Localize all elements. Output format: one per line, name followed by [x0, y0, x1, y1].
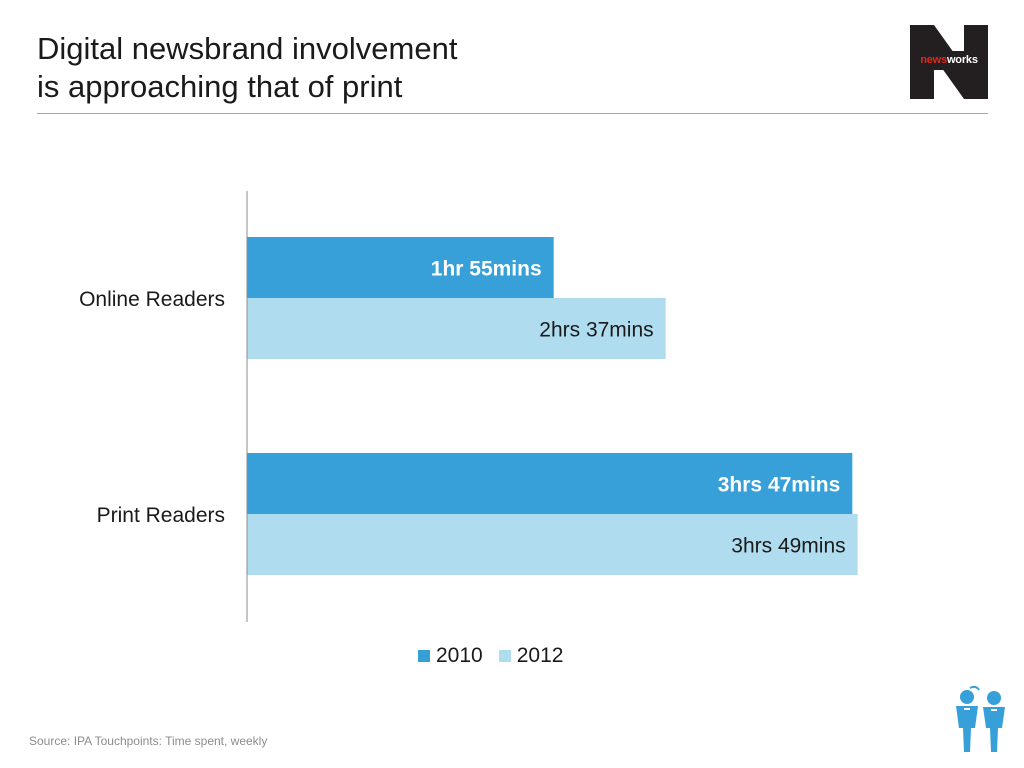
data-label-print-readers-2012: 3hrs 49mins — [731, 535, 845, 558]
logo-wordmark-news: news — [920, 54, 947, 66]
newsworks-logo: newsworks — [910, 25, 988, 99]
data-label-print-readers-2010: 3hrs 47mins — [718, 474, 841, 497]
category-label-print-readers: Print Readers — [97, 504, 225, 527]
category-label-online-readers: Online Readers — [79, 288, 225, 311]
legend-item-2012: 2012 — [498, 644, 564, 668]
title-divider — [37, 113, 988, 114]
logo-wordmark-works: works — [946, 54, 978, 66]
title-line-2: is approaching that of print — [37, 69, 403, 104]
newsworks-n-logo-icon — [910, 25, 988, 99]
data-label-online-readers-2012: 2hrs 37mins — [539, 319, 653, 342]
legend-label-2010: 2010 — [436, 644, 483, 667]
legend-swatch-2010 — [418, 650, 430, 662]
logo-wordmark: newsworks — [910, 54, 988, 66]
legend-item-2010: 2010 — [418, 644, 483, 668]
title-line-1: Digital newsbrand involvement — [37, 31, 458, 66]
chart-legend: 2010 2012 — [418, 644, 579, 668]
legend-swatch-2012 — [498, 650, 511, 662]
bar-online-readers-2010 — [247, 237, 554, 298]
page-title: Digital newsbrand involvement is approac… — [37, 30, 457, 106]
bar-print-readers-2010 — [247, 453, 853, 514]
bar-online-readers-2012 — [247, 298, 666, 359]
legend-label-2012: 2012 — [516, 644, 564, 667]
source-note: Source: IPA Touchpoints: Time spent, wee… — [29, 734, 268, 748]
bar-print-readers-2012 — [247, 514, 858, 575]
data-label-online-readers-2010: 1hr 55mins — [431, 258, 542, 281]
two-readers-icon — [956, 686, 1005, 752]
